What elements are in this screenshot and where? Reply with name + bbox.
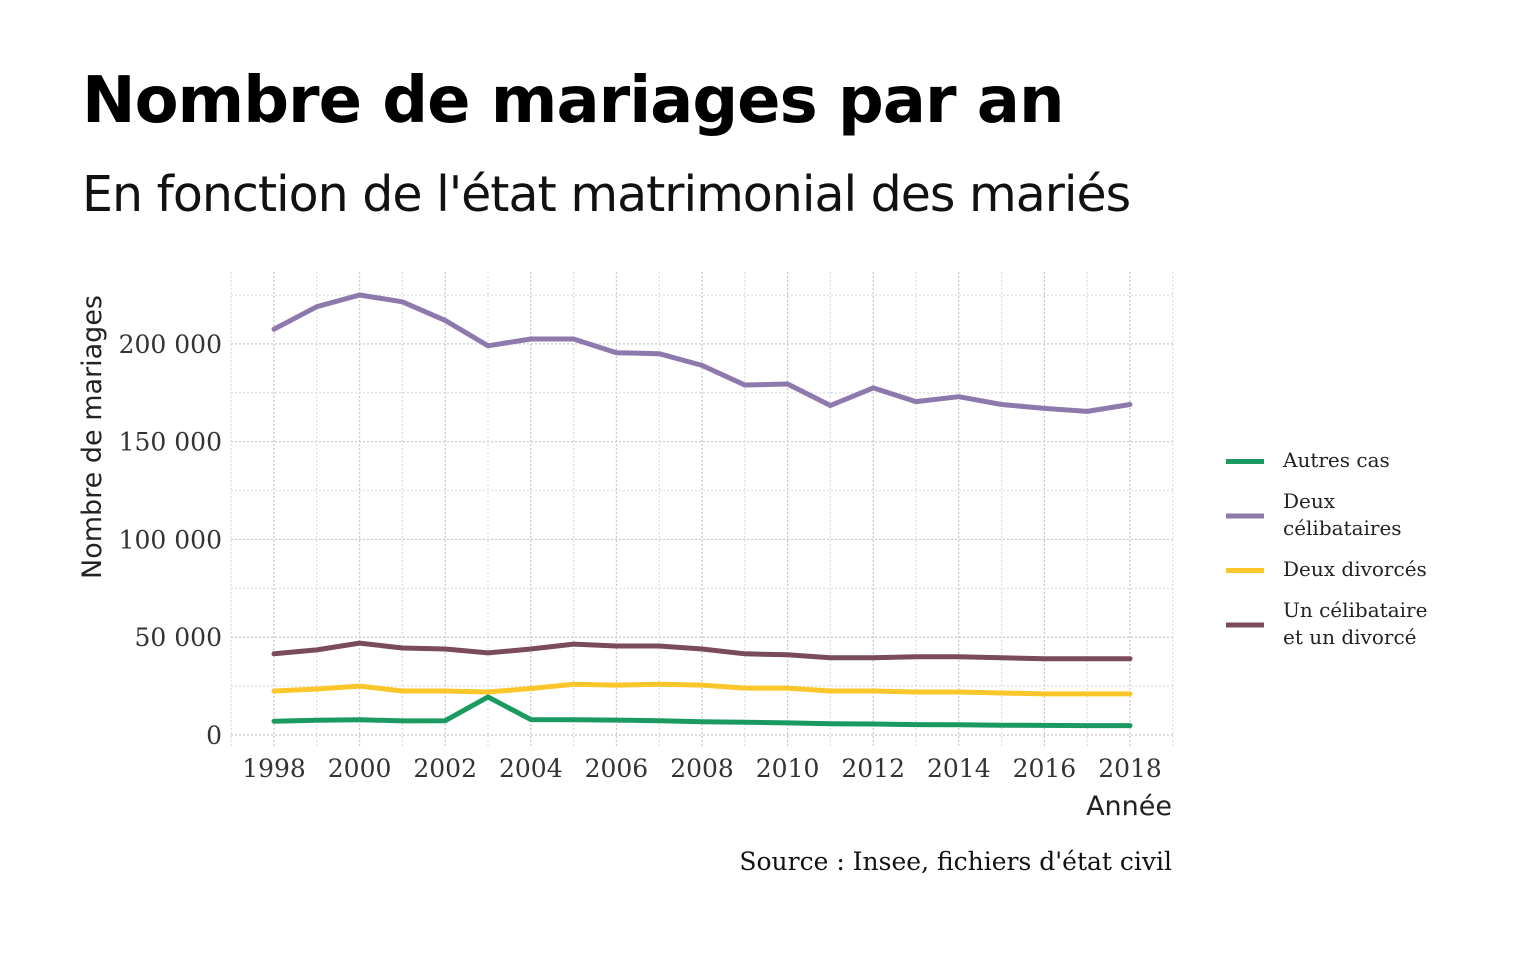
legend-label: Un célibataire et un divorcé [1283, 598, 1427, 649]
grid [230, 272, 1174, 746]
x-tick-label: 2000 [328, 754, 392, 783]
y-tick-label: 100 000 [119, 525, 222, 554]
x-tick-label: 2018 [1098, 754, 1162, 783]
series-lines [271, 292, 1133, 729]
source-caption: Source : Insee, fichiers d'état civil [739, 847, 1172, 876]
series-line [271, 640, 1133, 662]
series-line [271, 292, 1133, 414]
x-tick-labels: 1998 2000 2002 2004 2006 2008 2010 2012 2014 2016… [242, 754, 1162, 783]
legend-label: Deux célibataires [1283, 489, 1402, 540]
y-tick-label: 50 000 [135, 623, 222, 652]
x-tick-label: 2010 [756, 754, 820, 783]
y-tick-labels: 0 50 000 100 000 150 000 200 000 [119, 330, 222, 750]
legend-label: Deux divorcés [1283, 557, 1427, 581]
series-line [271, 694, 1133, 729]
chart-title: Nombre de mariages par an [82, 64, 1065, 138]
x-tick-label: 1998 [242, 754, 306, 783]
legend-label: Autres cas [1282, 448, 1390, 472]
y-tick-label: 200 000 [119, 330, 222, 359]
x-tick-label: 2002 [413, 754, 477, 783]
y-tick-label: 150 000 [119, 428, 222, 457]
y-tick-label: 0 [206, 721, 222, 750]
x-tick-label: 2008 [670, 754, 734, 783]
x-axis-title: Année [1086, 791, 1172, 822]
legend: Autres cas Deux célibataires Deux divorcés U… [1226, 448, 1427, 649]
x-tick-label: 2004 [499, 754, 563, 783]
x-tick-label: 2006 [585, 754, 649, 783]
y-axis-title: Nombre de mariages [77, 295, 108, 579]
x-tick-label: 2016 [1013, 754, 1077, 783]
x-tick-label: 2012 [841, 754, 905, 783]
series-line [271, 681, 1133, 697]
x-tick-label: 2014 [927, 754, 991, 783]
chart-subtitle: En fonction de l'état matrimonial des ma… [82, 166, 1131, 223]
